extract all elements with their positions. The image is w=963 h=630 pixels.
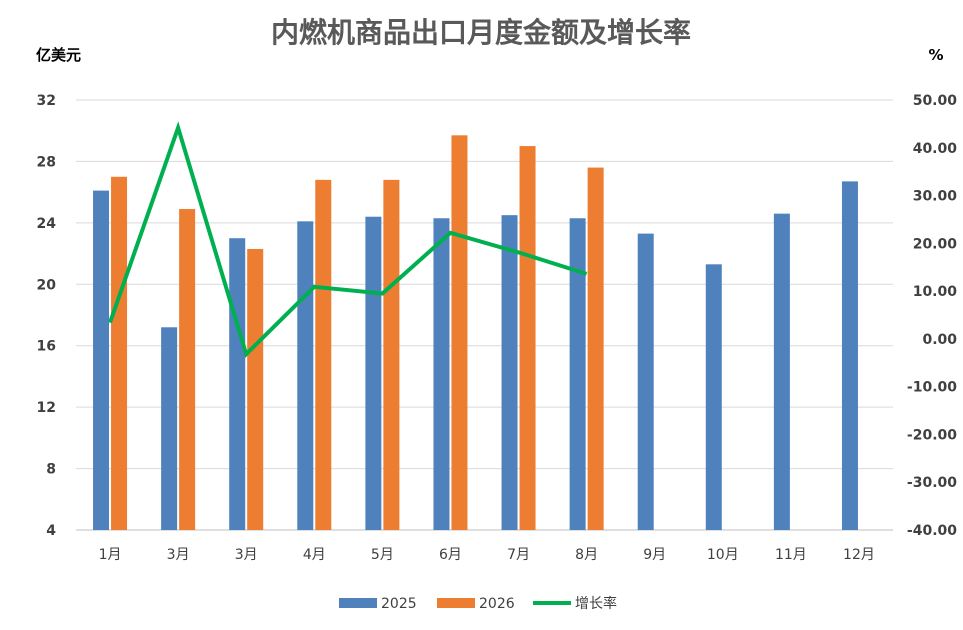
category-label: 11月: [775, 547, 807, 563]
bar-2025-12: [841, 181, 858, 530]
bar-2026-5: [383, 179, 400, 530]
bars-group: [93, 135, 858, 531]
left-axis-ticks: 4 8 12 16 20 24 28 32: [37, 93, 57, 539]
left-tick-label: 4: [46, 523, 56, 539]
growth-rate-line: [108, 121, 588, 358]
legend-swatch: [339, 598, 377, 608]
bar-2025-7: [501, 215, 518, 530]
legend-label: 增长率: [575, 595, 617, 612]
left-tick-label: 12: [37, 400, 56, 416]
bar-2026-4: [315, 179, 332, 530]
category-label: 12月: [843, 547, 875, 563]
category-label: 7月: [507, 547, 530, 563]
category-axis: 1月 3月 3月 4月 5月 6月 7月 8月 9月 10月 11月 12月: [99, 547, 875, 563]
category-label: 10月: [707, 547, 739, 563]
growth-line-group: [108, 121, 588, 358]
bar-2025-9: [637, 233, 654, 530]
right-tick-label: 10.00: [913, 284, 958, 300]
legend-swatch: [437, 598, 475, 608]
right-tick-label: -10.00: [907, 380, 957, 396]
bar-2025-6: [433, 218, 450, 530]
category-label: 3月: [167, 547, 190, 563]
bar-2026-1: [111, 176, 128, 531]
bar-2025-10: [705, 264, 722, 530]
left-tick-label: 16: [37, 339, 56, 355]
gridlines: [76, 99, 893, 531]
category-label: 4月: [303, 547, 326, 563]
category-label: 5月: [371, 547, 394, 563]
legend-label: 2025: [381, 596, 417, 612]
right-tick-label: 30.00: [913, 189, 958, 205]
category-label: 9月: [643, 547, 666, 563]
bar-2026-3: [247, 248, 264, 530]
bar-2026-6: [451, 135, 468, 531]
category-label: 8月: [575, 547, 598, 563]
legend: 2025 2026 增长率: [339, 595, 617, 612]
bar-2025-3: [229, 238, 246, 530]
left-tick-label: 20: [37, 277, 57, 293]
bar-2026-2: [179, 209, 196, 531]
category-label: 3月: [235, 547, 258, 563]
bar-2025-4: [297, 221, 314, 531]
legend-label: 2026: [479, 596, 515, 612]
bar-2025-1: [93, 190, 110, 530]
right-tick-label: -30.00: [907, 475, 957, 491]
right-tick-label: 50.00: [913, 93, 958, 109]
bar-2025-5: [365, 216, 382, 530]
right-tick-label: 20.00: [913, 236, 958, 252]
right-axis-unit: %: [928, 46, 943, 64]
left-tick-label: 8: [46, 462, 56, 478]
left-tick-label: 28: [37, 154, 56, 170]
right-tick-label: 40.00: [913, 141, 958, 157]
left-tick-label: 24: [37, 216, 57, 232]
chart-title: 内燃机商品出口月度金额及增长率: [271, 16, 691, 49]
category-label: 6月: [439, 547, 462, 563]
category-label: 1月: [99, 547, 122, 563]
right-axis-ticks: -40.00 -30.00 -20.00 -10.00 0.00 10.00 20.00 30…: [907, 93, 957, 539]
bar-2025-8: [569, 218, 586, 530]
right-tick-label: 0.00: [922, 332, 957, 348]
left-tick-label: 32: [37, 93, 56, 109]
right-tick-label: -40.00: [907, 523, 957, 539]
right-tick-label: -20.00: [907, 427, 957, 443]
bar-2025-2: [161, 327, 178, 530]
left-axis-unit: 亿美元: [36, 46, 81, 64]
bar-2025-11: [773, 213, 790, 530]
bar-2026-7: [519, 146, 536, 531]
bar-2026-8: [587, 167, 604, 531]
